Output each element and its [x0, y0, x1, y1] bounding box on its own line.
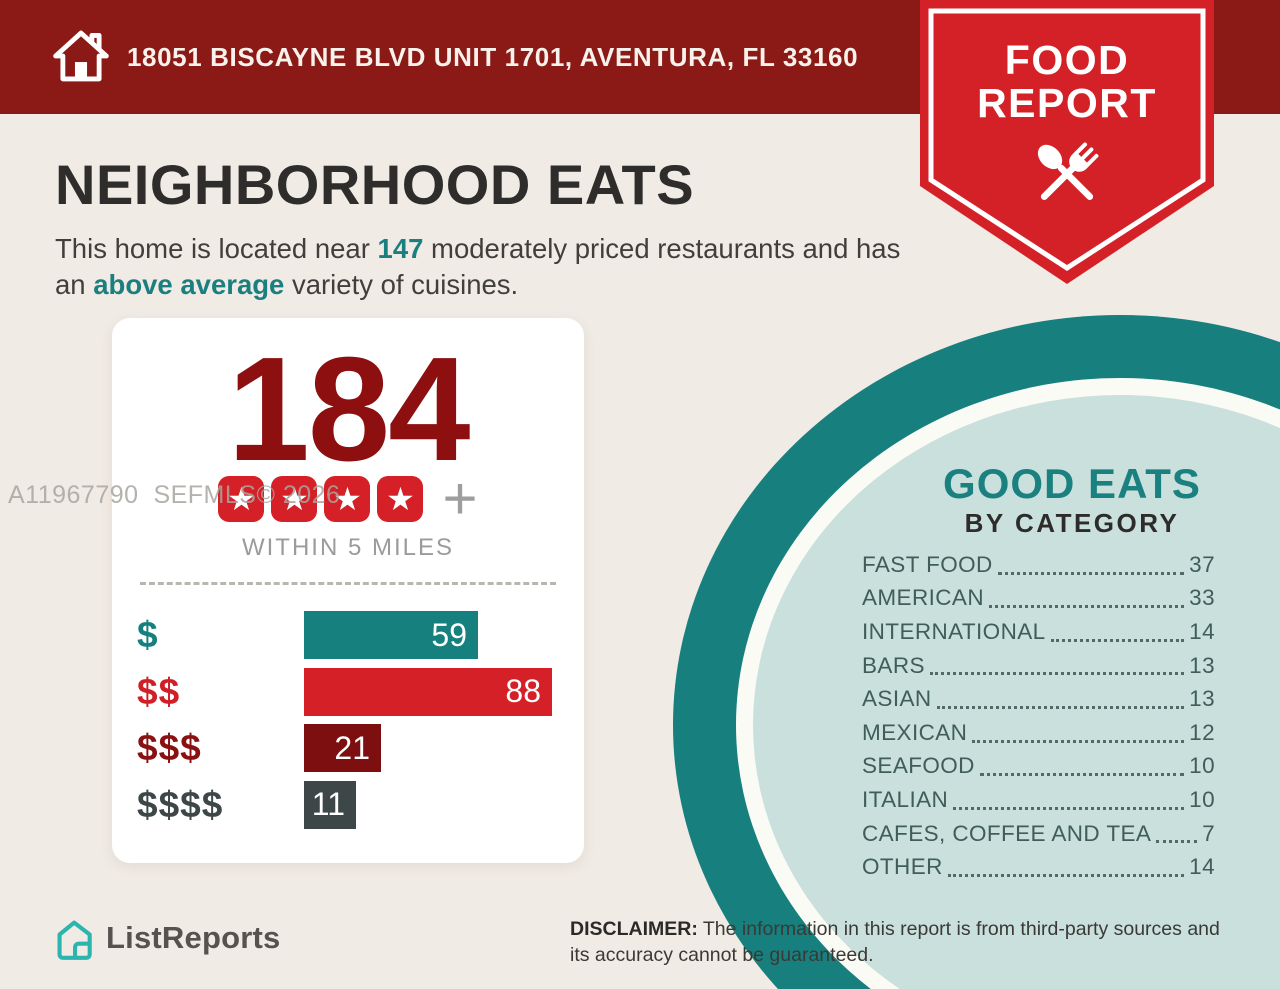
price-bar-value: 21 [334, 729, 370, 766]
dotted-leader [1050, 638, 1185, 642]
price-bar-row: $$$ 21 [137, 724, 560, 772]
category-value: 7 [1202, 820, 1215, 846]
category-value: 14 [1189, 854, 1215, 880]
star-icon: ★ [377, 476, 424, 522]
good-eats-heading: GOOD EATS BY CATEGORY [842, 460, 1280, 539]
listreports-wordmark: ListReports [106, 920, 281, 955]
dotted-leader [947, 873, 1185, 877]
food-report-badge: FOOD REPORT [920, 0, 1214, 286]
dotted-leader [929, 672, 1185, 676]
intro-text-mid: moderately priced restaurants and has an [55, 233, 901, 301]
category-label: MEXICAN [862, 719, 968, 745]
price-bar: 11 [304, 780, 356, 829]
plus-icon: + [442, 465, 478, 532]
price-tier-label: $$$$ [137, 783, 224, 825]
listreports-logo-icon [57, 920, 92, 960]
category-value: 12 [1189, 719, 1215, 745]
house-icon [53, 30, 109, 82]
utensils-icon [1037, 142, 1099, 201]
category-label: ITALIAN [862, 786, 949, 812]
variety-highlight: above average [93, 269, 285, 301]
intro-paragraph: This home is located near 147 moderately… [55, 231, 905, 304]
category-row: INTERNATIONAL 14 [862, 615, 1215, 649]
category-row: BARS 13 [862, 649, 1215, 683]
dotted-leader [936, 705, 1185, 709]
category-value: 10 [1189, 786, 1215, 812]
dotted-leader [997, 571, 1185, 575]
price-bar-value: 88 [505, 673, 541, 709]
category-label: FAST FOOD [862, 551, 993, 577]
price-bar: 59 [304, 611, 478, 659]
restaurant-count-highlight: 147 [377, 233, 424, 264]
category-row: MEXICAN 12 [862, 716, 1215, 750]
price-bar-value: 11 [311, 786, 345, 822]
disclaimer: DISCLAIMER: The information in this repo… [570, 916, 1235, 969]
page-title: NEIGHBORHOOD EATS [55, 153, 695, 216]
category-value: 13 [1189, 652, 1215, 678]
category-row: CAFES, COFFEE AND TEA 7 [862, 817, 1215, 851]
dotted-leader [972, 739, 1185, 743]
category-row: ITALIAN 10 [862, 783, 1215, 817]
price-bar: 21 [304, 724, 381, 772]
intro-text-pre: This home is located near [55, 233, 378, 264]
price-bar-row: $$$$ 11 [137, 780, 560, 829]
good-eats-title: GOOD EATS [943, 460, 1201, 507]
category-row: FAST FOOD 37 [862, 548, 1215, 582]
price-bar-row: $59 [137, 611, 560, 659]
category-value: 10 [1189, 753, 1215, 779]
category-label: SEAFOOD [862, 753, 975, 779]
ribbon-shape [920, 0, 1214, 284]
category-value: 14 [1189, 618, 1215, 644]
dashed-divider [140, 582, 556, 585]
star-icon: ★ [218, 476, 265, 522]
category-label: ASIAN [862, 686, 932, 712]
category-value: 37 [1189, 551, 1215, 577]
category-label: AMERICAN [862, 585, 984, 611]
dotted-leader [988, 605, 1185, 609]
category-row: ASIAN 13 [862, 682, 1215, 716]
category-label: OTHER [862, 854, 943, 880]
disclaimer-text: The information in this report is from t… [570, 918, 1220, 967]
category-label: CAFES, COFFEE AND TEA [862, 820, 1152, 846]
intro-text-post: variety of cuisines. [284, 269, 519, 301]
star-icon: ★ [324, 476, 371, 522]
mls-watermark: A11967790 SEFMLS© 2026 [8, 481, 341, 509]
category-label: BARS [862, 652, 925, 678]
price-tier-label: $$ [137, 670, 181, 712]
good-eats-subtitle: BY CATEGORY [964, 508, 1180, 539]
category-list: FAST FOOD 37 AMERICAN 33 INTERNATIONAL 14 BARS… [862, 548, 1215, 884]
star-rating: ★ ★ ★ ★ + [112, 465, 584, 532]
category-row: SEAFOOD 10 [862, 750, 1215, 784]
dotted-leader [953, 806, 1185, 810]
total-restaurants-count: 184 [227, 327, 471, 492]
category-value: 33 [1189, 585, 1215, 611]
badge-title-line2: REPORT [977, 80, 1157, 126]
category-label: INTERNATIONAL [862, 618, 1046, 644]
price-tier-label: $$$ [137, 727, 202, 768]
category-value: 13 [1189, 686, 1215, 712]
dotted-leader [979, 773, 1185, 777]
price-bar-row: $$ 88 [137, 667, 560, 716]
price-bar-value: 59 [431, 616, 467, 653]
category-row: AMERICAN 33 [862, 582, 1215, 616]
category-row: OTHER 14 [862, 850, 1215, 884]
price-tier-label: $ [137, 614, 159, 655]
summary-card: 184 ★ ★ ★ ★ + WITHIN 5 MILES $59 $$ 88 $$$ 21 $$$… [112, 318, 584, 863]
range-label: WITHIN 5 MILES [241, 534, 455, 561]
price-bar: 88 [304, 667, 552, 716]
badge-title-line1: FOOD [1004, 37, 1130, 83]
property-address: 18051 BISCAYNE BLVD UNIT 1701, AVENTURA,… [127, 41, 859, 72]
dotted-leader [1156, 840, 1198, 844]
price-tier-bars: $59 $$ 88 $$$ 21 $$$$ 11 [137, 611, 560, 837]
disclaimer-label: DISCLAIMER: [570, 918, 698, 940]
star-icon: ★ [271, 476, 318, 522]
